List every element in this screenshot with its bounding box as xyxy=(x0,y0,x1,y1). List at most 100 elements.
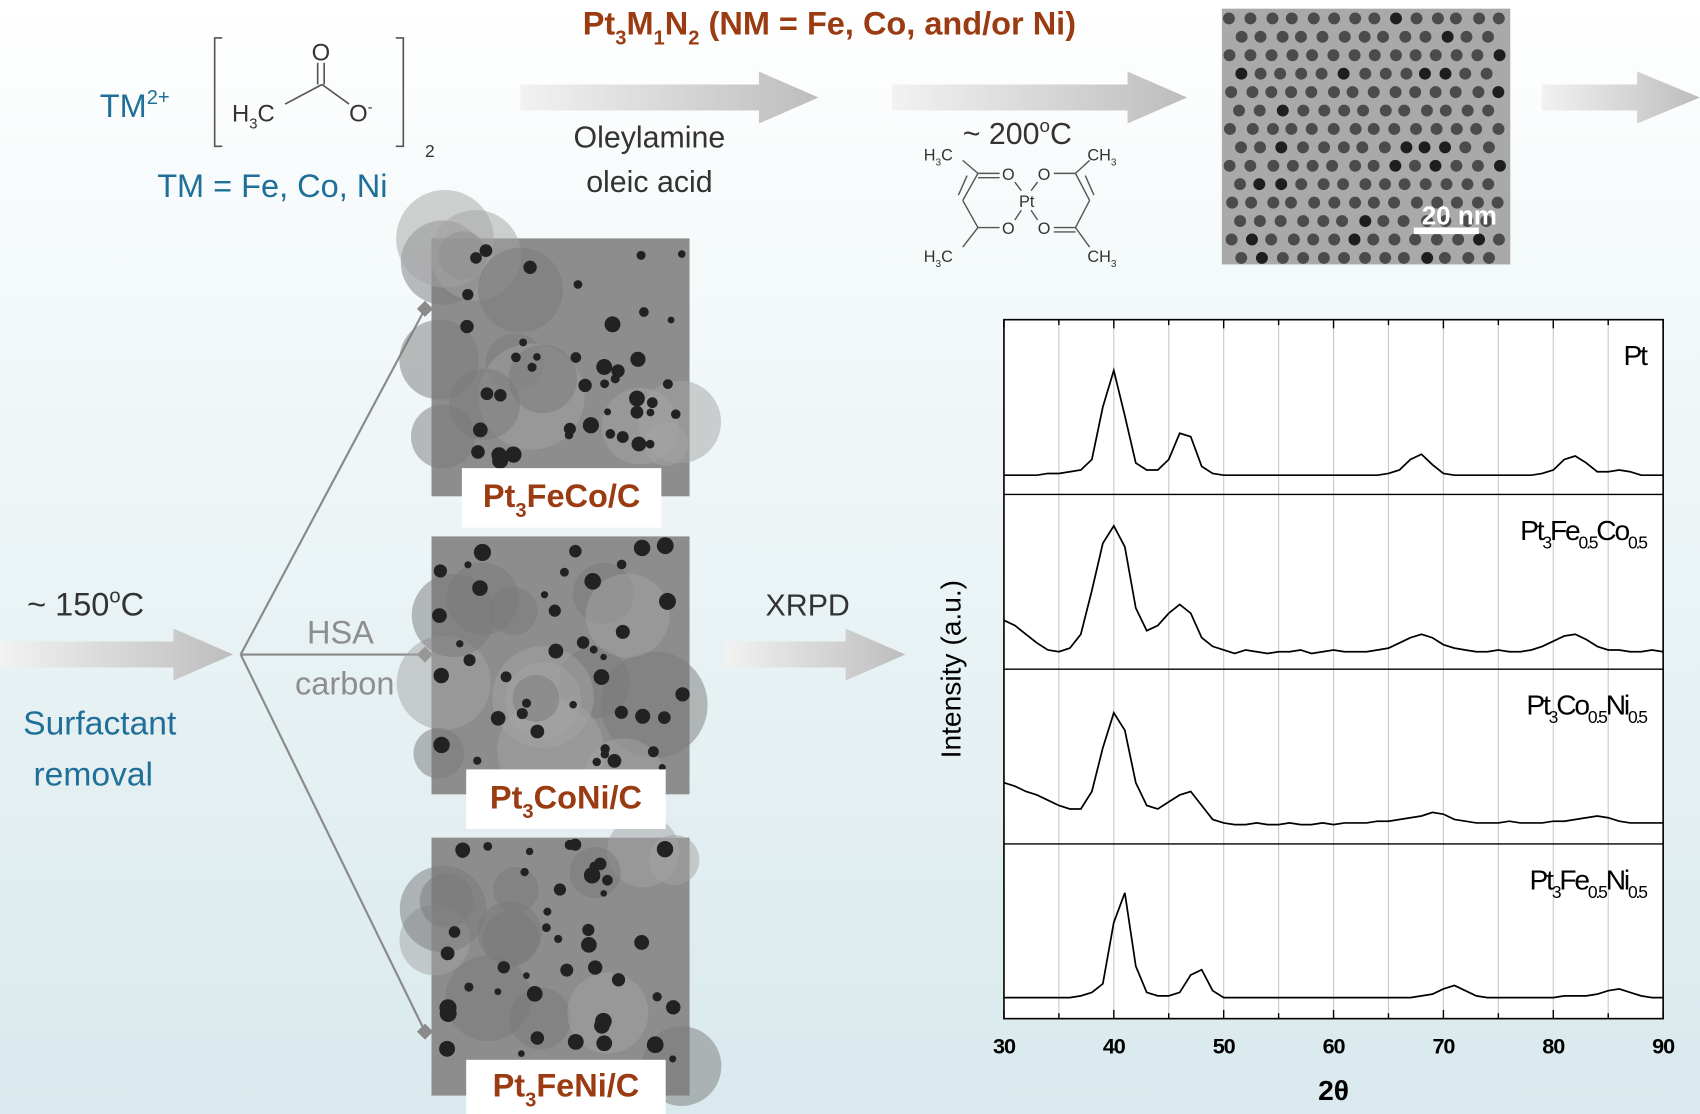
particle xyxy=(1244,49,1256,61)
formula-part: Fe xyxy=(1550,514,1580,546)
particle xyxy=(1328,86,1340,98)
formula-part: C xyxy=(941,248,953,266)
particle xyxy=(1400,141,1412,153)
particle xyxy=(1399,31,1411,43)
particle xyxy=(1267,197,1279,209)
particle xyxy=(1472,86,1484,98)
particle xyxy=(648,746,659,757)
particle xyxy=(501,671,512,682)
particle xyxy=(574,280,583,289)
particle xyxy=(1236,31,1248,43)
carbon-grain xyxy=(420,874,474,928)
atom-label: Pt xyxy=(1019,193,1035,211)
particle xyxy=(1318,105,1330,117)
particle xyxy=(1473,234,1485,246)
subscript: 1 xyxy=(654,27,665,49)
particle xyxy=(1338,105,1350,117)
particle xyxy=(604,408,611,415)
particle xyxy=(578,379,591,392)
particle xyxy=(663,379,673,389)
subscript: 2 xyxy=(688,27,699,49)
particle xyxy=(1390,86,1402,98)
atom-label: O xyxy=(1038,220,1051,238)
particle xyxy=(631,437,646,452)
particle xyxy=(1349,160,1361,172)
process-step: removal xyxy=(33,757,153,794)
particle xyxy=(549,605,561,617)
particle xyxy=(1326,160,1338,172)
particle xyxy=(605,429,615,439)
formula-part: Ni xyxy=(1606,863,1629,895)
particle xyxy=(434,668,449,683)
particle xyxy=(1440,68,1452,80)
formula-part: N xyxy=(665,6,688,42)
particle xyxy=(1359,178,1371,190)
x-tick-label: 30 xyxy=(993,1033,1016,1058)
particle xyxy=(1379,252,1391,264)
subscript: 3 xyxy=(515,500,526,522)
particle xyxy=(593,758,601,766)
particle xyxy=(569,839,581,851)
atom-label: O xyxy=(1002,220,1015,238)
particle xyxy=(646,440,655,449)
particle xyxy=(1317,31,1329,43)
particle xyxy=(615,706,628,719)
particle xyxy=(1306,49,1318,61)
particle xyxy=(1295,31,1307,43)
particle xyxy=(1462,105,1474,117)
particle xyxy=(1492,86,1504,98)
particle xyxy=(1388,123,1400,135)
particle xyxy=(1267,160,1279,172)
particle xyxy=(472,580,488,596)
particle xyxy=(639,307,649,317)
particle xyxy=(1277,105,1289,117)
particle xyxy=(1380,105,1392,117)
particle xyxy=(1318,252,1330,264)
particle xyxy=(1379,178,1391,190)
particle xyxy=(498,961,510,973)
particle xyxy=(511,353,521,363)
particle xyxy=(1389,160,1401,172)
particle xyxy=(1493,12,1505,24)
particle xyxy=(634,935,649,950)
particle xyxy=(1295,68,1307,80)
particle xyxy=(1450,160,1462,172)
particle xyxy=(1226,197,1238,209)
particle xyxy=(1450,86,1462,98)
particle xyxy=(1349,197,1361,209)
particle xyxy=(631,406,644,419)
particle xyxy=(1430,160,1442,172)
particle xyxy=(611,364,624,377)
formula-part: FeCo/C xyxy=(527,478,641,514)
particle xyxy=(675,687,689,701)
particle xyxy=(1328,12,1340,24)
particle xyxy=(1235,68,1247,80)
particle xyxy=(1494,49,1506,61)
particle xyxy=(1275,215,1287,227)
particle xyxy=(462,289,473,300)
subscript: 0.5 xyxy=(1588,882,1607,902)
particle xyxy=(1234,178,1246,190)
particle xyxy=(1328,123,1340,135)
particle xyxy=(1471,49,1483,61)
particle xyxy=(527,363,536,372)
formula-part: Pt xyxy=(1623,339,1648,371)
particle xyxy=(1410,123,1422,135)
particle xyxy=(647,409,655,417)
particle xyxy=(533,353,541,361)
formula-part: Pt xyxy=(483,478,516,514)
particle xyxy=(1234,215,1246,227)
particle xyxy=(1305,86,1317,98)
particle xyxy=(1307,234,1319,246)
formula-part: O xyxy=(349,100,368,127)
particle xyxy=(1390,12,1402,24)
particle xyxy=(1245,197,1257,209)
particle xyxy=(1288,234,1300,246)
particle xyxy=(1482,105,1494,117)
method: XRPD xyxy=(766,590,850,623)
formula-part: Pt xyxy=(1530,863,1555,895)
particle xyxy=(439,999,456,1016)
atom-label: O xyxy=(1038,166,1051,184)
particle xyxy=(1419,31,1431,43)
formula-part: Fe xyxy=(1559,863,1589,895)
